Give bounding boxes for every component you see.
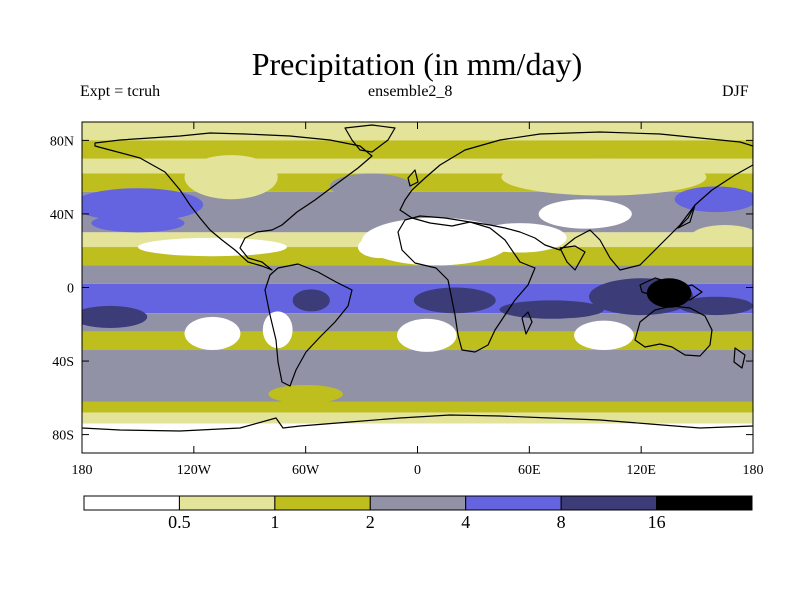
- coastline-maritime-continent: [639, 277, 703, 301]
- coastline-eurasia: [399, 131, 753, 271]
- precip-band: [82, 140, 753, 159]
- ensemble-label: ensemble2_8: [368, 83, 453, 100]
- coastline-antarctica: [82, 414, 753, 432]
- x-tick-label: 120E: [626, 463, 656, 478]
- precip-band: [82, 265, 753, 284]
- colorbar-label: 16: [648, 512, 666, 532]
- coastline-greenland: [344, 124, 396, 153]
- coastline-british-isles: [407, 169, 419, 187]
- y-tick-label: 80S: [52, 429, 74, 444]
- precip-region: [499, 300, 604, 319]
- colorbar-swatch: [274, 495, 371, 511]
- precip-region: [137, 237, 288, 257]
- x-tick-label: 0: [414, 463, 421, 478]
- colorbar-label: 8: [557, 512, 566, 532]
- colorbar-label: 2: [366, 512, 375, 532]
- coastline-japan: [677, 204, 696, 229]
- precip-band: [82, 401, 753, 413]
- colorbar-swatch: [656, 495, 753, 511]
- precip-region: [82, 305, 148, 328]
- precipitation-field: [82, 122, 753, 453]
- x-tick-label: 60W: [292, 463, 320, 478]
- coastline-africa: [397, 215, 536, 353]
- experiment-label: Expt = tcruh: [80, 83, 161, 100]
- coastline-north-america: [94, 132, 373, 271]
- x-tick-label: 60E: [518, 463, 541, 478]
- precip-region: [473, 223, 567, 253]
- y-tick-label: 40N: [50, 208, 74, 223]
- chart-title: Precipitation (in mm/day): [251, 46, 583, 82]
- precip-region: [538, 199, 632, 229]
- coastline-new-zealand: [733, 347, 746, 369]
- precip-band: [82, 350, 753, 402]
- precip-region: [691, 224, 753, 248]
- y-tick-label: 40S: [52, 355, 74, 370]
- x-tick-label: 180: [743, 463, 764, 478]
- colorbar-swatch: [560, 495, 658, 511]
- precip-band: [82, 122, 753, 141]
- coastline-madagascar: [521, 311, 533, 335]
- colorbar-swatch: [178, 495, 276, 511]
- precip-region: [329, 173, 412, 200]
- colorbar-swatch: [465, 495, 562, 511]
- coastline-india: [559, 245, 586, 271]
- map-axes: 180 120W 60W 0 60E 120E 180 80N 40N 0 40S 80S: [50, 122, 764, 478]
- precip-region: [357, 236, 403, 259]
- precip-region: [91, 213, 185, 233]
- precip-region: [574, 320, 634, 351]
- precip-region: [268, 384, 343, 404]
- precip-region: [184, 316, 241, 351]
- season-label: DJF: [722, 83, 749, 100]
- precip-region: [292, 289, 330, 312]
- colorbar: 0.5 1 2 4 8 16: [83, 495, 753, 532]
- colorbar-swatch: [369, 495, 467, 511]
- coastline-australia: [634, 305, 713, 357]
- colorbar-label: 0.5: [168, 512, 191, 532]
- precip-region: [413, 287, 496, 314]
- coastline-south-america: [264, 263, 353, 387]
- x-tick-label: 180: [72, 463, 93, 478]
- precip-region: [678, 296, 753, 316]
- precip-region: [501, 158, 707, 196]
- precip-region: [184, 155, 278, 200]
- precip-region: [396, 318, 457, 352]
- precip-region: [646, 278, 692, 308]
- colorbar-label: 4: [461, 512, 470, 532]
- coastlines: [82, 124, 753, 432]
- colorbar-label: 1: [270, 512, 279, 532]
- x-tick-label: 120W: [177, 463, 212, 478]
- precip-band: [82, 412, 753, 424]
- precip-region: [82, 188, 204, 222]
- y-tick-label: 0: [67, 282, 74, 297]
- colorbar-swatch: [83, 495, 180, 511]
- precip-region: [262, 311, 293, 349]
- precip-region: [674, 186, 753, 213]
- y-tick-label: 80N: [50, 134, 74, 149]
